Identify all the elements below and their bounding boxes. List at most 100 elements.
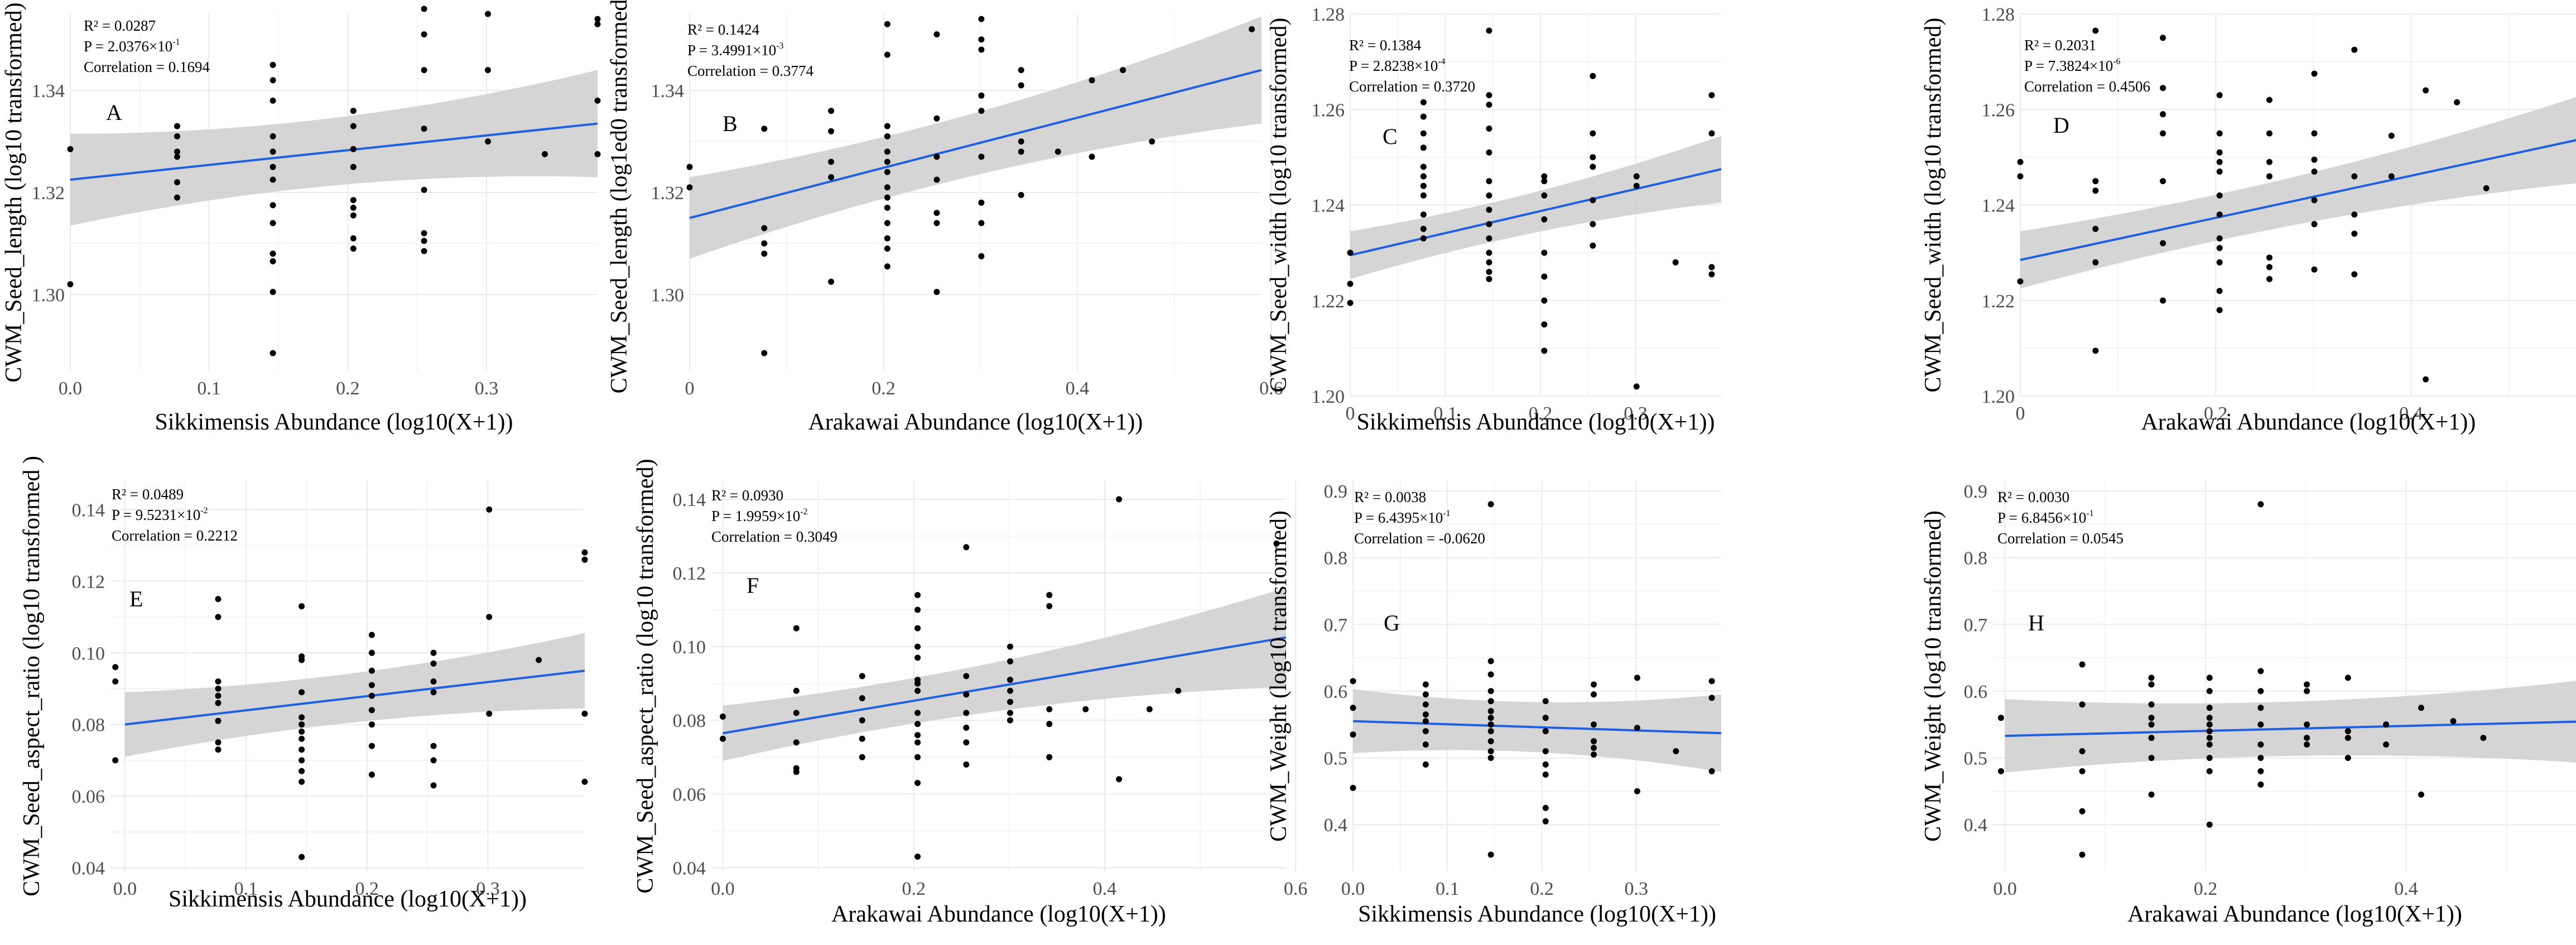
data-point — [486, 614, 493, 620]
data-point — [2423, 376, 2429, 383]
data-point — [1175, 687, 1182, 694]
data-point — [1007, 687, 1013, 694]
data-point — [1633, 383, 1640, 390]
correlation-text: Correlation = -0.0620 — [1354, 530, 1485, 547]
data-point — [350, 204, 357, 211]
x-axis-label: Arakawai Abundance (log10(X+1)) — [831, 901, 1166, 927]
data-point — [1633, 173, 1640, 180]
data-point — [1082, 706, 1089, 712]
data-point — [2383, 741, 2390, 748]
data-point — [2257, 668, 2264, 674]
data-point — [269, 97, 276, 104]
y-tick-label: 0.10 — [72, 643, 105, 664]
data-point — [2160, 297, 2166, 304]
data-point — [2266, 173, 2272, 180]
panel-label: H — [2028, 610, 2044, 635]
data-point — [2388, 132, 2395, 139]
data-point — [1486, 259, 1492, 266]
p-value-text: P = 2.0376×10-1 — [84, 37, 180, 55]
y-axis-label: CWM_Seed_aspect_ratio (log10 transformed… — [633, 459, 658, 893]
p-value-exponent: -6 — [2113, 57, 2120, 66]
data-point — [174, 179, 180, 186]
data-point — [1541, 348, 1548, 354]
data-point — [914, 732, 921, 739]
data-point — [581, 556, 588, 563]
data-point — [884, 158, 890, 165]
y-tick-label: 1.22 — [1982, 291, 2015, 312]
data-point — [298, 689, 305, 696]
data-point — [2206, 741, 2213, 748]
data-point — [859, 754, 865, 760]
data-point — [269, 350, 276, 356]
x-tick-label: 0.3 — [475, 378, 499, 399]
data-point — [430, 660, 437, 667]
data-point — [2266, 158, 2272, 165]
data-point — [914, 721, 921, 727]
x-tick-label: 0.4 — [1093, 879, 1117, 899]
data-point — [2160, 35, 2166, 41]
data-point — [1422, 728, 1429, 735]
data-point — [2216, 235, 2223, 242]
data-point — [2311, 130, 2318, 137]
data-point — [2351, 211, 2358, 218]
data-point — [884, 204, 890, 211]
p-value-base: P = 1.9959×10 — [711, 508, 800, 524]
data-point — [350, 245, 357, 252]
data-point — [1542, 772, 1549, 778]
data-point — [761, 350, 768, 356]
data-point — [2017, 173, 2024, 180]
data-point — [298, 854, 305, 860]
data-point — [793, 739, 800, 746]
r-squared-text: R² = 0.0038 — [1354, 489, 1426, 505]
data-point — [1007, 643, 1013, 650]
data-point — [1422, 701, 1429, 708]
data-point — [1420, 113, 1427, 120]
p-value-exponent: -3 — [776, 41, 783, 51]
data-point — [2266, 254, 2272, 261]
panel-label: G — [1384, 610, 1400, 635]
data-point — [2206, 715, 2213, 721]
data-point — [914, 780, 921, 786]
y-tick-label: 0.10 — [673, 637, 706, 658]
data-point — [1347, 249, 1354, 256]
data-point — [1046, 603, 1053, 609]
data-point — [1708, 92, 1715, 99]
y-tick-label: 1.24 — [1312, 196, 1345, 216]
data-point — [215, 678, 222, 685]
data-point — [1116, 496, 1123, 503]
data-point — [1541, 192, 1548, 199]
data-point — [1541, 173, 1548, 180]
y-axis-label: CWM_Weight (log10 transformed) — [1266, 510, 1292, 842]
data-point — [1046, 706, 1053, 712]
y-axis-label: CWM_Weight (log10 transformed) — [1920, 510, 1946, 842]
data-point — [1673, 748, 1679, 755]
data-point — [1018, 148, 1024, 155]
panel-F: 0.0 0.2 0.4 0.6 0.04 0.06 0.08 0.10 0.12 0.14 Arak… — [633, 459, 1307, 927]
data-point — [581, 710, 588, 717]
data-point — [2257, 741, 2264, 748]
x-tick-label: 0.0 — [1341, 879, 1365, 899]
data-point — [1590, 130, 1596, 137]
panel-label: B — [723, 111, 738, 136]
r-squared-text: R² = 0.1424 — [687, 21, 760, 38]
x-tick-label: 0.2 — [2204, 403, 2228, 424]
panel-B: 0 0.2 0.4 0.6 1.30 1.32 1.34 Arakawai Abundance… — [606, 0, 1283, 435]
correlation-text: Correlation = 0.4506 — [2024, 78, 2150, 95]
data-point — [2216, 211, 2223, 218]
data-point — [430, 757, 437, 764]
data-point — [215, 717, 222, 724]
p-value-text: P = 6.4395×10-1 — [1354, 509, 1451, 526]
data-point — [2344, 735, 2351, 741]
data-point — [1420, 182, 1427, 189]
y-tick-label: 0.12 — [72, 572, 105, 592]
data-point — [368, 707, 375, 713]
data-point — [2311, 197, 2318, 204]
data-point — [350, 108, 357, 114]
data-point — [2206, 821, 2213, 828]
data-point — [933, 153, 940, 160]
y-tick-label: 1.34 — [651, 81, 685, 102]
confidence-band — [723, 587, 1286, 761]
y-tick-label: 0.06 — [673, 784, 706, 805]
data-point — [215, 614, 222, 620]
